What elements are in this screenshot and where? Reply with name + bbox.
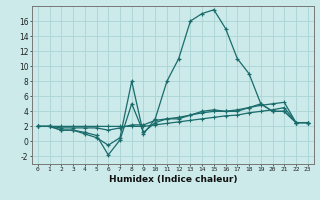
X-axis label: Humidex (Indice chaleur): Humidex (Indice chaleur)	[108, 175, 237, 184]
